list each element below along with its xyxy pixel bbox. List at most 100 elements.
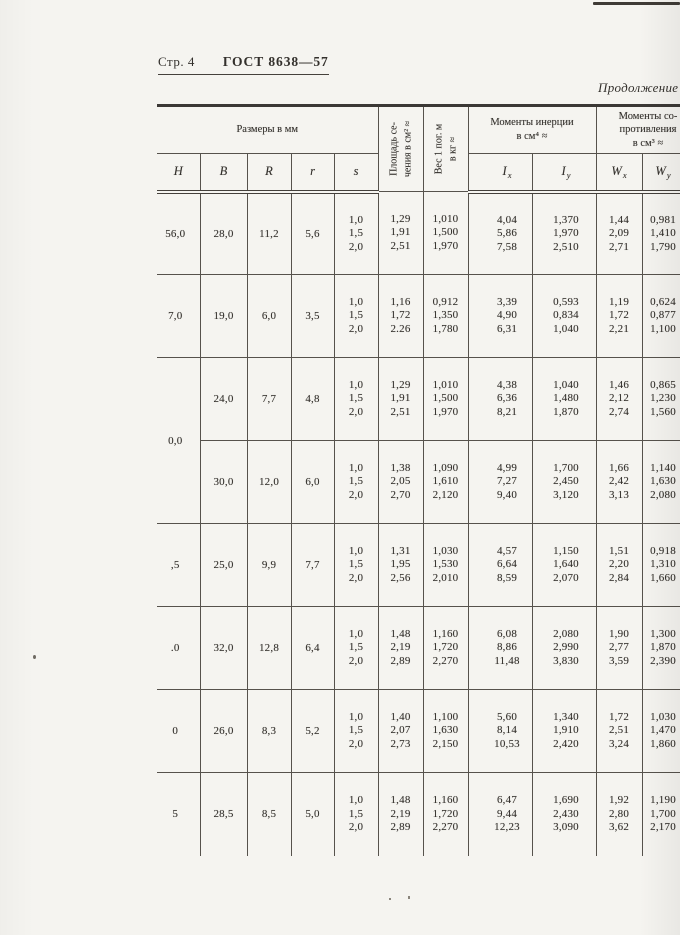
cell-Ix: 4,99 7,27 9,40 xyxy=(468,440,533,524)
cell-Ix: 5,60 8,14 10,53 xyxy=(468,689,533,773)
cell-area: 1,31 1,95 2,56 xyxy=(378,523,424,607)
cell-B: 26,0 xyxy=(200,689,248,773)
cell-H: .0 xyxy=(157,606,201,690)
group-header-row: Размеры в мм Площадь се- чения в см² ≈ В… xyxy=(157,105,680,192)
column-header-R: R xyxy=(247,153,292,194)
cell-s: 1,0 1,5 2,0 xyxy=(334,191,379,275)
cell-Iy: 1,040 1,480 1,870 xyxy=(532,357,597,441)
cell-area: 1,16 1,72 2.26 xyxy=(378,274,424,358)
page-number: Стр. 4 xyxy=(158,54,195,69)
header-resistance: Моменты со- противления в см³ ≈ xyxy=(596,105,680,154)
cell-r: 7,7 xyxy=(291,523,335,607)
column-header-r: r xyxy=(291,153,335,194)
table-row: 56,0 28,0 11,2 5,6 1,0 1,5 2,0 1,29 1,91 2,51 1,01… xyxy=(157,191,680,275)
cell-s: 1,0 1,5 2,0 xyxy=(334,523,379,607)
scan-speck xyxy=(389,898,391,900)
column-header-Wy: Wy xyxy=(642,153,680,194)
page-header: Стр. 4 ГОСТ 8638—57 xyxy=(158,54,329,75)
table-body: 56,0 28,0 11,2 5,6 1,0 1,5 2,0 1,29 1,91 2,51 1,01… xyxy=(157,191,680,856)
cell-s: 1,0 1,5 2,0 xyxy=(334,689,379,773)
cell-B: 19,0 xyxy=(200,274,248,358)
data-table: Размеры в мм Площадь се- чения в см² ≈ В… xyxy=(157,104,680,856)
cell-Ix: 4,04 5,86 7,58 xyxy=(468,191,533,275)
cell-Wx: 1,90 2,77 3,59 xyxy=(596,606,643,690)
cell-R: 8,3 xyxy=(247,689,292,773)
cell-Iy: 1,150 1,640 2,070 xyxy=(532,523,597,607)
cell-R: 12,0 xyxy=(247,440,292,524)
cell-Wy: 1,140 1,630 2,080 xyxy=(642,440,680,524)
cell-B: 25,0 xyxy=(200,523,248,607)
table-row: 7,0 19,0 6,0 3,5 1,0 1,5 2,0 1,16 1,72 2.26 0,912 1… xyxy=(157,274,680,358)
header-area-text: Площадь се- чения в см² ≈ xyxy=(388,120,413,178)
cell-B: 32,0 xyxy=(200,606,248,690)
cell-r: 4,8 xyxy=(291,357,335,441)
cell-B: 30,0 xyxy=(200,440,248,524)
cell-r: 6,0 xyxy=(291,440,335,524)
table-row: ,5 25,0 9,9 7,7 1,0 1,5 2,0 1,31 1,95 2,56 1,030 1,… xyxy=(157,523,680,607)
cell-Ix: 6,47 9,44 12,23 xyxy=(468,772,533,856)
cell-H: 7,0 xyxy=(157,274,201,358)
header-weight: Вес 1 пог. м в кг ≈ xyxy=(423,105,469,192)
table-container: Размеры в мм Площадь се- чения в см² ≈ В… xyxy=(157,104,680,866)
cell-Wx: 1,92 2,80 3,62 xyxy=(596,772,643,856)
table-row: 5 28,5 8,5 5,0 1,0 1,5 2,0 1,48 2,19 2,89 1,160 1,7… xyxy=(157,772,680,856)
cell-Iy: 1,690 2,430 3,090 xyxy=(532,772,597,856)
cell-s: 1,0 1,5 2,0 xyxy=(334,606,379,690)
cell-B: 28,5 xyxy=(200,772,248,856)
cell-area: 1,29 1,91 2,51 xyxy=(378,191,424,275)
cell-R: 11,2 xyxy=(247,191,292,275)
cell-area: 1,38 2,05 2,70 xyxy=(378,440,424,524)
cell-Iy: 1,370 1,970 2,510 xyxy=(532,191,597,275)
table-row: 0,0 24,0 7,7 4,8 1,0 1,5 2,0 1,29 1,91 2,51 1,010 1… xyxy=(157,357,680,524)
cell-Iy: 2,080 2,990 3,830 xyxy=(532,606,597,690)
cell-Wx: 1,46 2,12 2,74 xyxy=(596,357,643,441)
cell-Ix: 4,57 6,64 8,59 xyxy=(468,523,533,607)
cell-s: 1,0 1,5 2,0 xyxy=(334,274,379,358)
cell-Iy: 1,700 2,450 3,120 xyxy=(532,440,597,524)
cell-B: 24,0 xyxy=(200,357,248,441)
table-row: 30,0 12,0 6,0 1,0 1,5 2,0 1,38 2,05 2,70 1,090 1,6… xyxy=(157,440,680,524)
header-weight-text: Вес 1 пог. м в кг ≈ xyxy=(433,123,458,175)
scan-speck xyxy=(408,896,410,899)
cell-weight: 0,912 1,350 1,780 xyxy=(423,274,469,358)
cell-H: 0 xyxy=(157,689,201,773)
cell-H: 0,0 xyxy=(157,357,201,524)
cell-Iy: 0,593 0,834 1,040 xyxy=(532,274,597,358)
cell-weight: 1,160 1,720 2,270 xyxy=(423,772,469,856)
cell-s: 1,0 1,5 2,0 xyxy=(334,357,379,441)
cell-H: 56,0 xyxy=(157,191,201,275)
header-dimensions: Размеры в мм xyxy=(157,105,379,154)
cell-weight: 1,030 1,530 2,010 xyxy=(423,523,469,607)
cell-weight: 1,090 1,610 2,120 xyxy=(423,440,469,524)
cell-Ix: 4,38 6,36 8,21 xyxy=(468,357,533,441)
cell-weight: 1,010 1,500 1,970 xyxy=(423,191,469,275)
column-header-s: s xyxy=(334,153,379,194)
cell-R: 6,0 xyxy=(247,274,292,358)
header-inertia: Моменты инерции в см⁴ ≈ xyxy=(468,105,597,154)
cell-area: 1,40 2,07 2,73 xyxy=(378,689,424,773)
cell-r: 5,0 xyxy=(291,772,335,856)
cell-s: 1,0 1,5 2,0 xyxy=(334,440,379,524)
table-row: .0 32,0 12,8 6,4 1,0 1,5 2,0 1,48 2,19 2,89 1,160 1… xyxy=(157,606,680,690)
cell-Iy: 1,340 1,910 2,420 xyxy=(532,689,597,773)
cell-Wy: 1,300 1,870 2,390 xyxy=(642,606,680,690)
cell-Wy: 0,865 1,230 1,560 xyxy=(642,357,680,441)
scan-speck xyxy=(33,655,36,659)
scan-artifact-line xyxy=(593,2,680,5)
continuation-label: Продолжение xyxy=(598,80,679,95)
cell-s: 1,0 1,5 2,0 xyxy=(334,772,379,856)
cell-R: 8,5 xyxy=(247,772,292,856)
cell-Wy: 0,624 0,877 1,100 xyxy=(642,274,680,358)
cell-Ix: 3,39 4,90 6,31 xyxy=(468,274,533,358)
cell-H: 5 xyxy=(157,772,201,856)
cell-area: 1,48 2,19 2,89 xyxy=(378,772,424,856)
cell-Wx: 1,44 2,09 2,71 xyxy=(596,191,643,275)
column-header-Ix: Ix xyxy=(468,153,533,194)
header-area: Площадь се- чения в см² ≈ xyxy=(378,105,424,192)
column-header-H: H xyxy=(157,153,201,194)
cell-Wy: 1,030 1,470 1,860 xyxy=(642,689,680,773)
cell-R: 9,9 xyxy=(247,523,292,607)
cell-area: 1,48 2,19 2,89 xyxy=(378,606,424,690)
